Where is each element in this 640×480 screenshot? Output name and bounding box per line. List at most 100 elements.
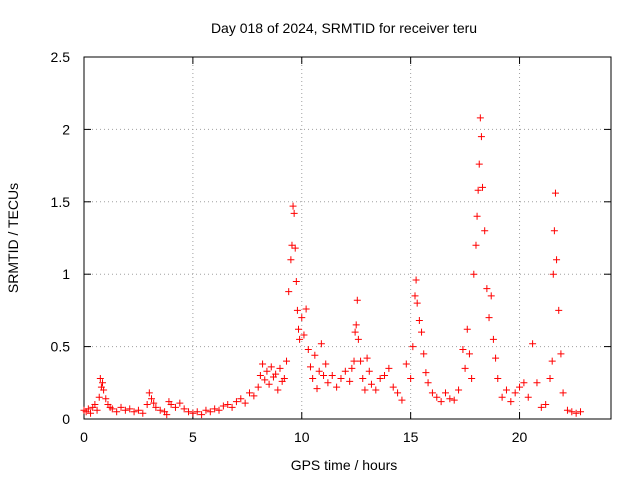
data-point [352, 321, 360, 329]
data-point [113, 408, 121, 416]
data-point [477, 133, 485, 141]
data-point [333, 383, 341, 391]
data-point [555, 306, 563, 314]
data-point [304, 345, 312, 353]
data-point [511, 389, 519, 397]
data-point [121, 406, 129, 414]
data-point [96, 374, 104, 382]
data-point [350, 357, 358, 365]
data-point [412, 276, 420, 284]
data-point [551, 189, 559, 197]
data-point [108, 405, 116, 413]
data-point [568, 408, 576, 416]
data-point [524, 393, 532, 401]
data-point [577, 408, 585, 416]
data-point [502, 386, 510, 394]
data-point [324, 379, 332, 387]
data-point [228, 403, 236, 411]
data-point [152, 403, 160, 411]
data-point [537, 403, 545, 411]
data-point [198, 411, 206, 419]
data-point [84, 405, 92, 413]
data-point [507, 398, 515, 406]
data-point [167, 401, 175, 409]
data-point [215, 406, 223, 414]
data-point [274, 386, 282, 394]
data-point [563, 406, 571, 414]
data-point [473, 212, 481, 220]
data-point [93, 406, 101, 414]
grid [84, 57, 611, 419]
data-point [287, 256, 295, 264]
data-point [424, 379, 432, 387]
data-point [472, 241, 480, 249]
data-point [180, 405, 188, 413]
data-point [363, 354, 371, 362]
data-point [272, 370, 280, 378]
data-point [224, 401, 232, 409]
data-point [117, 403, 125, 411]
data-point [485, 314, 493, 322]
data-point [99, 379, 107, 387]
x-tick-label: 20 [512, 429, 528, 445]
data-point [292, 277, 300, 285]
data-point [459, 345, 467, 353]
data-point [465, 350, 473, 358]
data-point [193, 408, 201, 416]
data-point [315, 367, 323, 375]
data-point [489, 335, 497, 343]
data-point [261, 376, 269, 384]
y-tick-label: 1.5 [51, 194, 71, 210]
data-point [189, 409, 197, 417]
data-point [450, 396, 458, 404]
data-point [285, 288, 293, 296]
data-point [143, 401, 151, 409]
data-point [572, 409, 580, 417]
data-point [171, 403, 179, 411]
data-point [398, 396, 406, 404]
data-point [402, 360, 410, 368]
data-point [291, 244, 299, 252]
data-point [475, 160, 483, 168]
data-point [250, 392, 258, 400]
data-point [394, 389, 402, 397]
data-point [481, 227, 489, 235]
data-point [259, 360, 267, 368]
data-point [422, 369, 430, 377]
data-point [365, 367, 373, 375]
data-point [546, 374, 554, 382]
data-point [102, 395, 110, 403]
data-point [317, 340, 325, 348]
data-point [163, 411, 171, 419]
data-point [295, 325, 303, 333]
y-tick-label: 2.5 [51, 49, 71, 65]
data-point [357, 357, 365, 365]
data-point [550, 227, 558, 235]
data-point [211, 405, 219, 413]
data-point [409, 343, 417, 351]
data-point [176, 399, 184, 407]
data-point [313, 385, 321, 393]
tick-labels: 0 5 10 15 20 0 0.5 1 1.5 2 2.5 [51, 49, 528, 445]
data-point [487, 292, 495, 300]
data-point [288, 241, 296, 249]
data-point [520, 379, 528, 387]
x-axis-label: GPS time / hours [291, 457, 398, 473]
data-point [219, 402, 227, 410]
data-point [474, 186, 482, 194]
data-point [263, 367, 271, 375]
data-point [254, 383, 262, 391]
data-point [381, 372, 389, 380]
data-point [202, 406, 210, 414]
y-tick-label: 0.5 [51, 339, 71, 355]
data-point [95, 393, 103, 401]
plot-frame [83, 56, 612, 420]
y-tick-label: 2 [62, 121, 70, 137]
data-point [241, 399, 249, 407]
data-point [337, 374, 345, 382]
data-point [420, 350, 428, 358]
data-point [267, 363, 275, 371]
data-point [232, 398, 240, 406]
data-point [441, 389, 449, 397]
